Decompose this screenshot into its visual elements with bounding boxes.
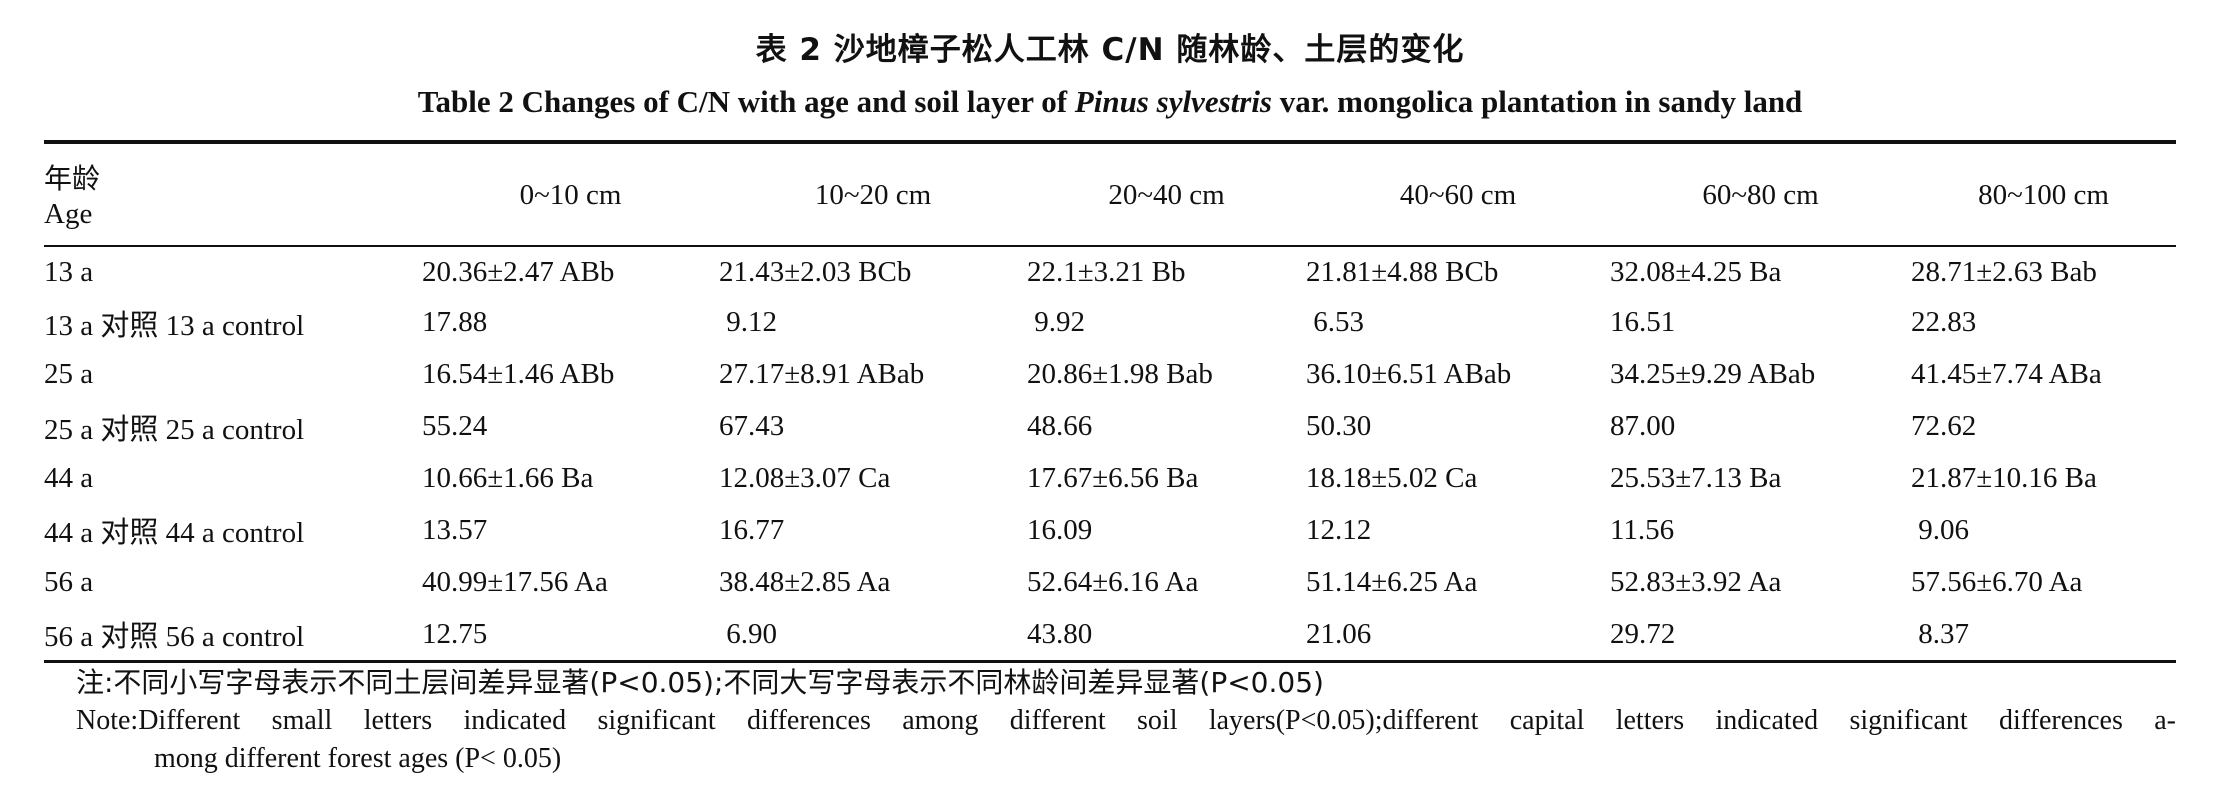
table-title-chinese: 表 2 沙地樟子松人工林 C/N 随林龄、土层的变化 [755, 32, 1465, 68]
value-cell: 48.66 [1027, 410, 1093, 443]
title-en-suffix: var. mongolica plantation in sandy land [1272, 84, 1803, 119]
value-cell: 27.17±8.91 ABab [719, 358, 925, 391]
value-cell: 52.83±3.92 Aa [1610, 565, 1782, 598]
column-header-10-20: 10~20 cm [814, 179, 932, 211]
table-row: 44 a 对照 44 a control 13.57 16.77 16.09 12.12… [44, 504, 2176, 556]
table-bottom-rule [44, 660, 2176, 663]
value-cell: 20.86±1.98 Bab [1027, 358, 1213, 391]
value-cell: 87.00 [1610, 410, 1676, 443]
age-cell: 56 a [44, 565, 94, 598]
value-cell: 12.08±3.07 Ca [719, 462, 891, 494]
value-cell: 16.77 [719, 513, 785, 546]
table-row: 13 a 对照 13 a control 17.88 9.12 9.92 6.53… [44, 297, 2176, 349]
age-cell: 13 a [44, 256, 94, 289]
age-column-header: 年龄 Age [44, 146, 422, 245]
age-cell: 25 a [44, 358, 94, 391]
value-cell: 38.48±2.85 Aa [719, 565, 891, 598]
value-cell: 40.99±17.56 Aa [422, 565, 608, 598]
value-cell: 43.80 [1027, 617, 1093, 650]
value-cell: 18.18±5.02 Ca [1306, 462, 1478, 494]
table-row: 56 a 40.99±17.56 Aa 38.48±2.85 Aa 52.64±6.1… [44, 556, 2176, 608]
table-notes: 注:不同小写字母表示不同土层间差异显著(P<0.05);不同大写字母表示不同林龄… [76, 664, 2176, 778]
value-cell: 8.37 [1911, 617, 1969, 650]
value-cell: 6.53 [1306, 306, 1364, 339]
value-cell: 55.24 [422, 410, 488, 443]
table-body: 13 a 20.36±2.47 ABb 21.43±2.03 BCb 22.1±3.2… [44, 245, 2176, 660]
age-cell: 56 a 对照 56 a control [44, 621, 305, 654]
age-cell: 44 a [44, 462, 94, 494]
value-cell: 22.83 [1911, 306, 1977, 339]
value-cell: 16.54±1.46 ABb [422, 358, 615, 391]
value-cell: 16.09 [1027, 513, 1093, 546]
value-cell: 28.71±2.63 Bab [1911, 256, 2097, 289]
value-cell: 13.57 [422, 513, 488, 546]
value-cell: 25.53±7.13 Ba [1610, 462, 1782, 494]
value-cell: 12.75 [422, 617, 488, 650]
table-title-english: Table 2 Changes of C/N with age and soil… [0, 84, 2220, 120]
value-cell: 72.62 [1911, 410, 1977, 443]
age-header-chinese: 年龄 [44, 161, 101, 195]
value-cell: 50.30 [1306, 410, 1372, 443]
title-en-prefix: Table 2 Changes of C/N with age and soil… [417, 84, 1075, 119]
value-cell: 52.64±6.16 Aa [1027, 565, 1199, 598]
value-cell: 34.25±9.29 ABab [1610, 358, 1816, 391]
value-cell: 10.66±1.66 Ba [422, 462, 594, 494]
table-header-rule [44, 245, 2176, 247]
value-cell: 21.81±4.88 BCb [1306, 256, 1499, 289]
title-en-species: Pinus sylvestris [1074, 84, 1272, 119]
table-row: 44 a 10.66±1.66 Ba 12.08±3.07 Ca 17.67±6.56… [44, 453, 2176, 505]
column-header-0-10: 0~10 cm [519, 179, 622, 211]
value-cell: 17.88 [422, 306, 488, 339]
value-cell: 9.92 [1027, 306, 1085, 339]
value-cell: 16.51 [1610, 306, 1676, 339]
value-cell: 41.45±7.74 ABa [1911, 358, 2102, 391]
value-cell: 21.43±2.03 BCb [719, 256, 912, 289]
value-cell: 36.10±6.51 ABab [1306, 358, 1512, 391]
value-cell: 11.56 [1610, 513, 1675, 546]
table-row: 13 a 20.36±2.47 ABb 21.43±2.03 BCb 22.1±3.2… [44, 245, 2176, 297]
value-cell: 51.14±6.25 Aa [1306, 565, 1478, 598]
value-cell: 12.12 [1306, 513, 1372, 546]
value-cell: 21.87±10.16 Ba [1911, 462, 2097, 494]
table-row: 25 a 对照 25 a control 55.24 67.43 48.66 50.30… [44, 401, 2176, 453]
column-header-20-40: 20~40 cm [1108, 179, 1225, 211]
value-cell: 22.1±3.21 Bb [1027, 256, 1186, 289]
column-header-80-100: 80~100 cm [1978, 179, 2109, 211]
cn-ratio-table: 年龄 Age 0~10 cm 10~20 cm 20~40 cm 40~60 c… [44, 146, 2176, 660]
table-header-row: 年龄 Age 0~10 cm 10~20 cm 20~40 cm 40~60 c… [44, 146, 2176, 245]
value-cell: 9.06 [1911, 513, 1969, 546]
value-cell: 20.36±2.47 ABb [422, 256, 615, 289]
note-chinese: 注:不同小写字母表示不同土层间差异显著(P<0.05);不同大写字母表示不同林龄… [76, 666, 1324, 699]
age-cell: 13 a 对照 13 a control [44, 309, 305, 342]
table-row: 25 a 16.54±1.46 ABb 27.17±8.91 ABab 20.86±1… [44, 349, 2176, 401]
value-cell: 32.08±4.25 Ba [1610, 256, 1782, 289]
value-cell: 9.12 [719, 306, 777, 339]
table-row: 56 a 对照 56 a control 12.75 6.90 43.80 21.06… [44, 608, 2176, 660]
value-cell: 21.06 [1306, 617, 1372, 650]
table-top-rule [44, 140, 2176, 144]
age-cell: 44 a 对照 44 a control [44, 517, 305, 550]
age-cell: 25 a 对照 25 a control [44, 413, 305, 446]
value-cell: 6.90 [719, 617, 777, 650]
column-header-40-60: 40~60 cm [1399, 179, 1517, 211]
value-cell: 29.72 [1610, 617, 1676, 650]
value-cell: 17.67±6.56 Ba [1027, 462, 1199, 494]
value-cell: 57.56±6.70 Aa [1911, 565, 2083, 598]
age-header-english: Age [44, 197, 93, 230]
note-english-line-2: mong different forest ages (P< 0.05) [154, 743, 562, 774]
note-english-line-1: Note:Different small letters indicated s… [76, 705, 2176, 736]
column-header-60-80: 60~80 cm [1702, 179, 1819, 211]
value-cell: 67.43 [719, 410, 785, 443]
